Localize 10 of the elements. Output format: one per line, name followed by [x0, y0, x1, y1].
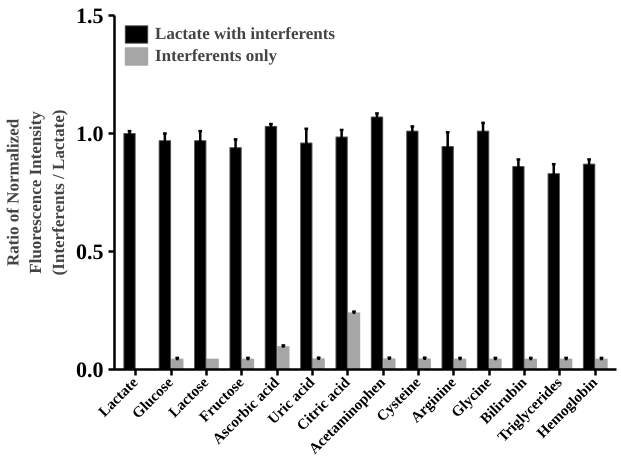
legend-label: Interferents only	[155, 46, 277, 66]
y-tick-label: 1.0	[76, 121, 104, 146]
y-tick-label: 0.5	[76, 239, 104, 264]
y-tick-label: 0.0	[76, 357, 104, 382]
bar	[206, 358, 219, 370]
bar	[348, 312, 360, 370]
y-axis-title: Ratio of Normalized Fluorescence Intensity (Interferents / Lactate)	[3, 110, 68, 276]
y-tick-label: 1.5	[76, 3, 104, 28]
legend-label: Lactate with interferents	[155, 24, 336, 44]
bar	[277, 346, 290, 370]
